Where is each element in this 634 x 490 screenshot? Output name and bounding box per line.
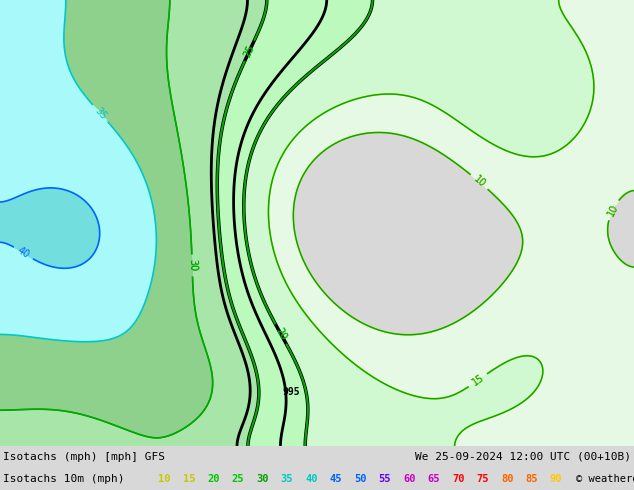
Text: 10: 10: [158, 474, 171, 484]
Text: 65: 65: [427, 474, 440, 484]
Text: 40: 40: [15, 245, 31, 261]
Text: 75: 75: [477, 474, 489, 484]
Text: © weatheronline.co.uk weatheronline.co.uk: © weatheronline.co.uk weatheronline.co.u…: [576, 474, 634, 484]
Text: 35: 35: [280, 474, 293, 484]
Text: 10: 10: [605, 202, 620, 218]
Text: 80: 80: [501, 474, 514, 484]
Text: 10: 10: [605, 202, 620, 218]
Text: 20: 20: [207, 474, 219, 484]
Text: 35: 35: [93, 105, 108, 122]
Text: 25: 25: [242, 43, 257, 58]
Text: 30: 30: [256, 474, 269, 484]
Text: 15: 15: [470, 372, 486, 388]
Text: 30: 30: [187, 259, 197, 272]
Text: We 25-09-2024 12:00 UTC (00+10B): We 25-09-2024 12:00 UTC (00+10B): [415, 452, 631, 462]
Text: 45: 45: [330, 474, 342, 484]
Text: 25: 25: [231, 474, 244, 484]
Text: Isotachs 10m (mph): Isotachs 10m (mph): [3, 474, 124, 484]
Text: 90: 90: [550, 474, 562, 484]
Text: 70: 70: [452, 474, 465, 484]
Text: 10: 10: [471, 174, 487, 190]
Text: 995: 995: [283, 388, 301, 397]
Text: 10: 10: [471, 174, 487, 190]
Text: 60: 60: [403, 474, 415, 484]
Text: 30: 30: [187, 259, 197, 272]
Text: 55: 55: [378, 474, 391, 484]
Text: 50: 50: [354, 474, 366, 484]
Text: Isotachs (mph) [mph] GFS: Isotachs (mph) [mph] GFS: [3, 452, 165, 462]
Text: 15: 15: [470, 372, 486, 388]
Text: 15: 15: [183, 474, 195, 484]
Text: 20: 20: [273, 326, 288, 342]
Text: 25: 25: [242, 43, 257, 58]
Text: 85: 85: [526, 474, 538, 484]
Text: 20: 20: [273, 326, 288, 342]
Text: 40: 40: [305, 474, 318, 484]
